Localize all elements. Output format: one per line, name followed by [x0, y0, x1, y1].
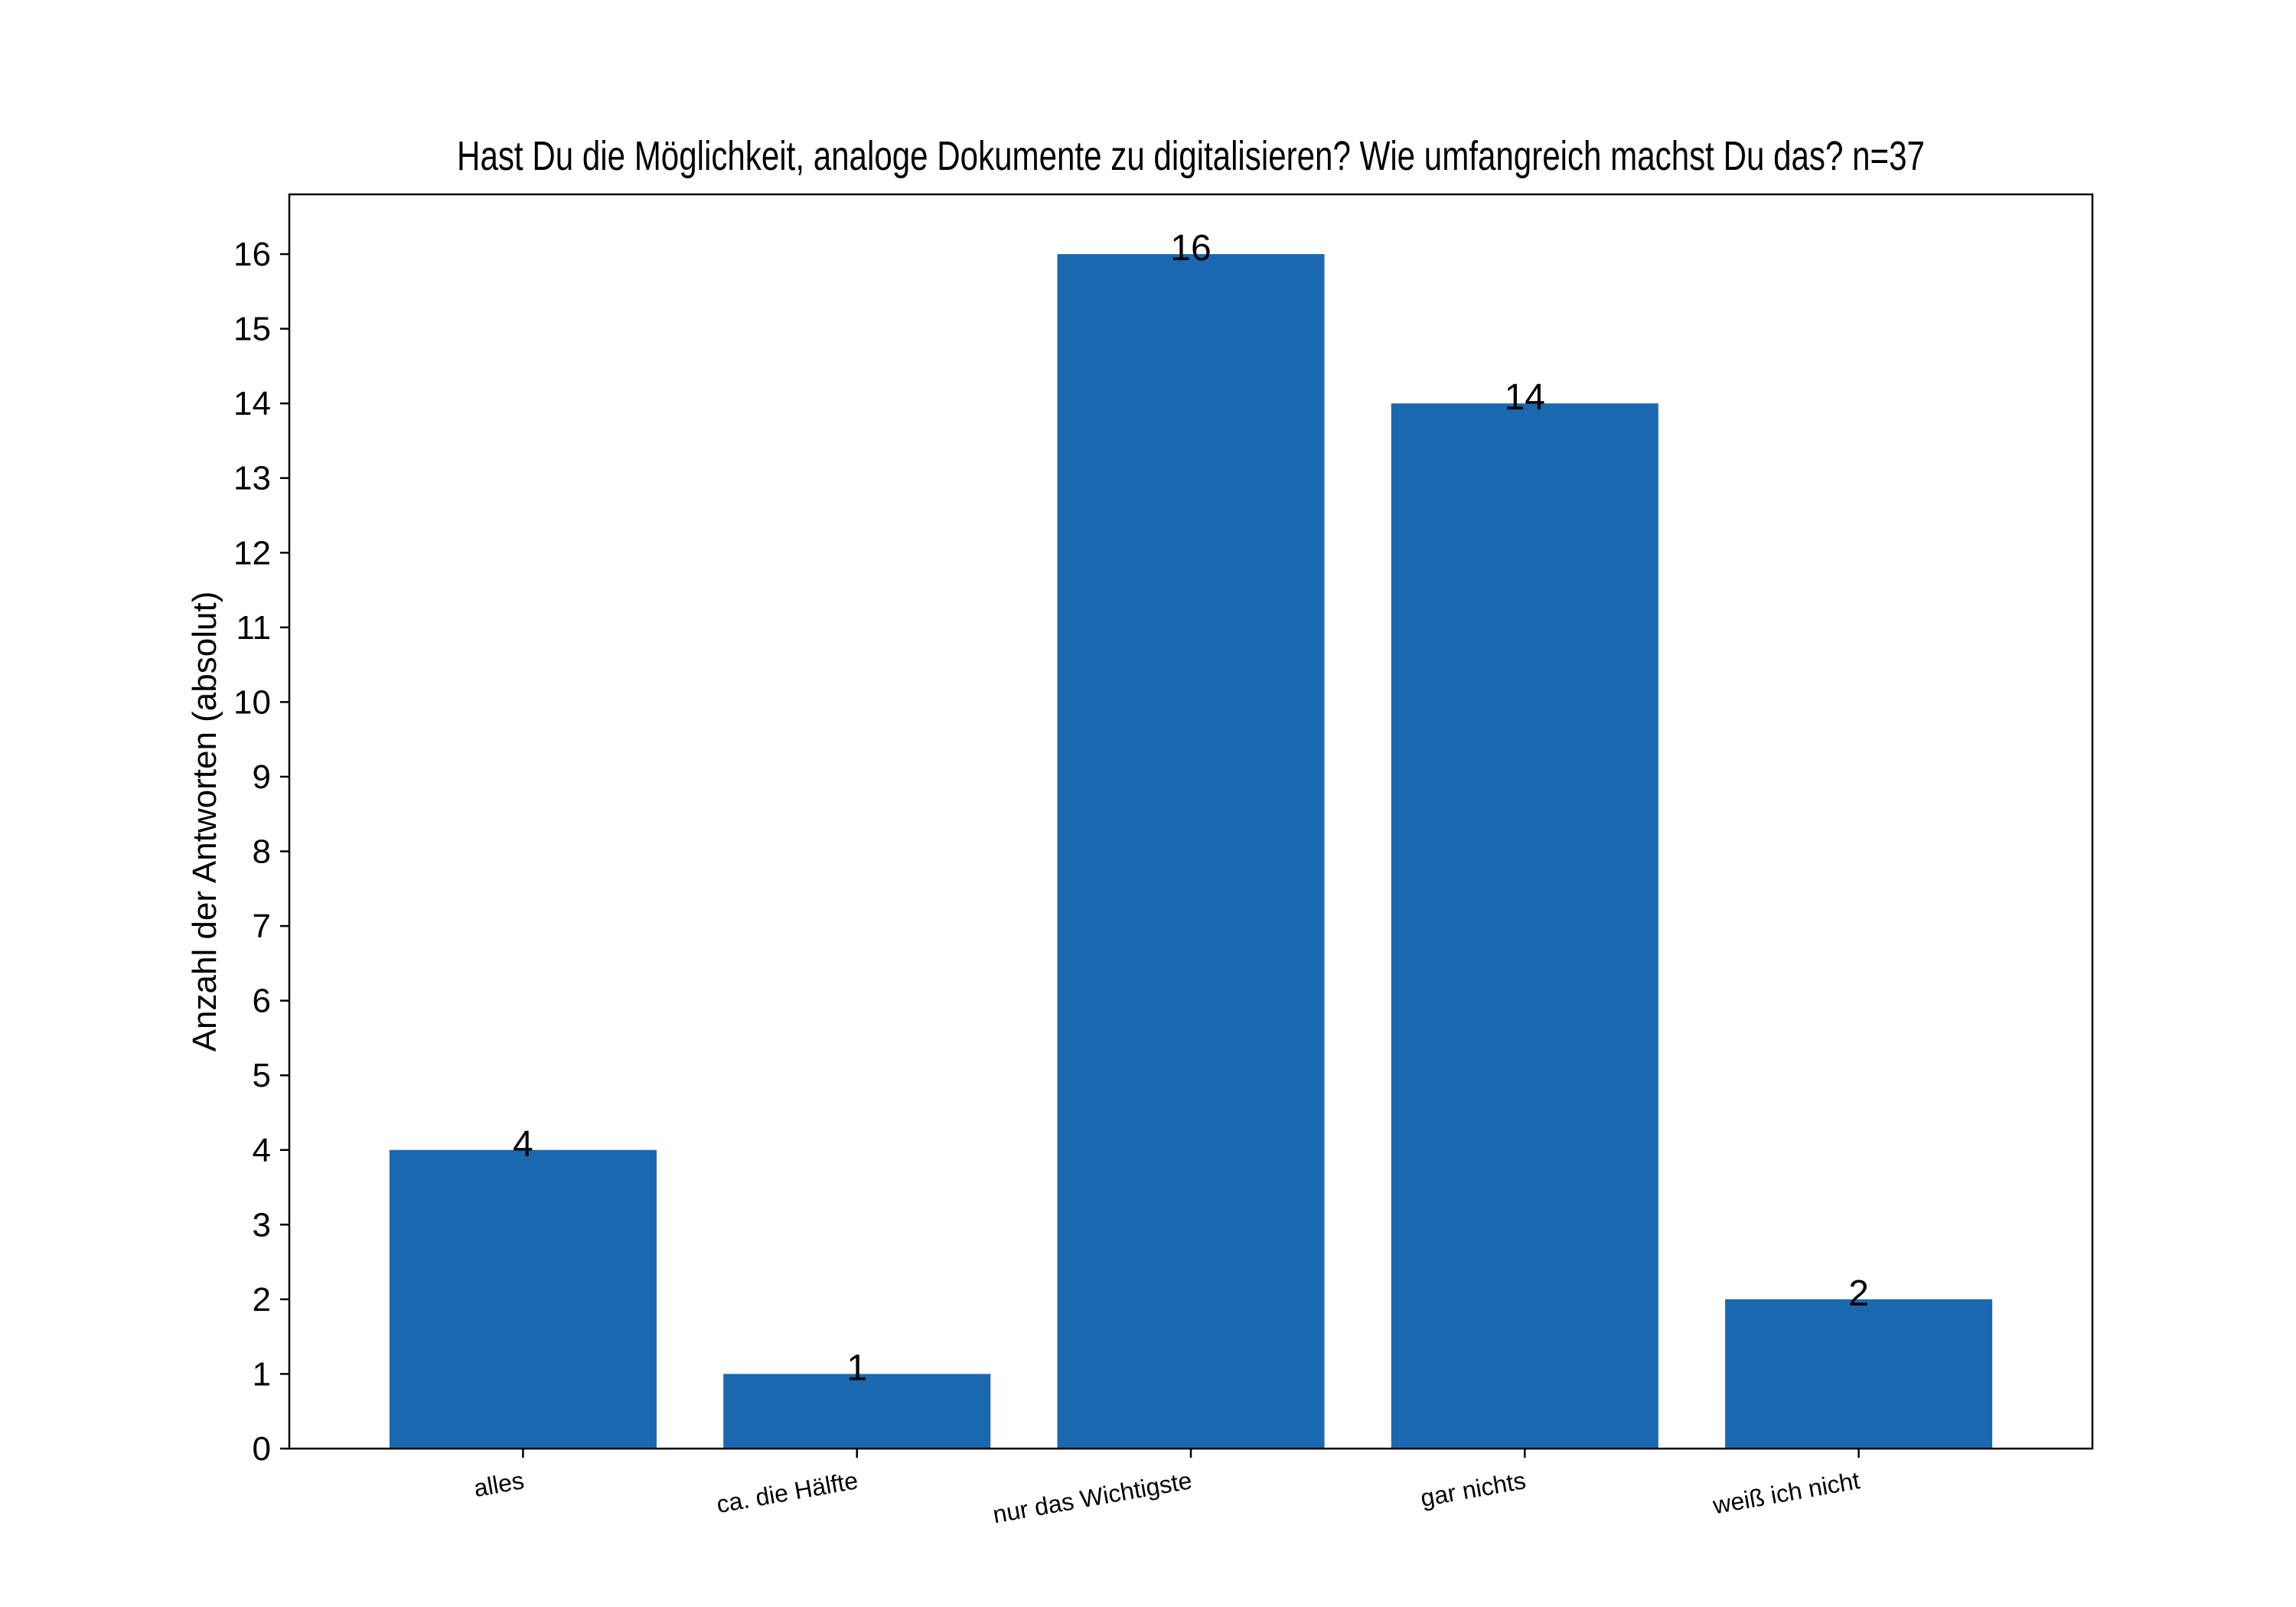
- bars-group: [389, 254, 1993, 1449]
- bar-2: [1057, 254, 1325, 1449]
- y-tick-label-9: 9: [253, 758, 271, 796]
- x-tick-label-1: ca. die Hälfte: [715, 1466, 860, 1518]
- bar-1: [723, 1374, 991, 1449]
- y-tick-label-5: 5: [253, 1057, 271, 1094]
- data-label-2: 16: [1170, 228, 1211, 269]
- y-tick-label-3: 3: [253, 1206, 271, 1244]
- y-tick-label-1: 1: [253, 1355, 271, 1393]
- x-axis-ticks: alles ca. die Hälfte nur das Wichtigste gar…: [471, 1449, 1862, 1528]
- data-label-0: 4: [513, 1124, 533, 1165]
- bar-4: [1725, 1299, 1993, 1449]
- y-tick-label-8: 8: [253, 833, 271, 871]
- y-tick-label-2: 2: [253, 1281, 271, 1319]
- y-tick-label-10: 10: [233, 683, 271, 721]
- plot-frame: [288, 193, 2094, 1450]
- y-tick-label-0: 0: [253, 1430, 271, 1468]
- y-tick-label-13: 13: [233, 460, 271, 497]
- x-tick-label-3: gar nichts: [1418, 1466, 1528, 1512]
- x-tick-label-4: weiß ich nicht: [1710, 1466, 1861, 1519]
- y-tick-label-15: 15: [233, 311, 271, 348]
- y-tick-label-12: 12: [233, 534, 271, 572]
- data-label-1: 1: [846, 1348, 867, 1388]
- data-label-4: 2: [1848, 1273, 1869, 1314]
- y-axis-label: Anzahl der Antworten (absolut): [186, 592, 223, 1052]
- bar-3: [1391, 403, 1658, 1449]
- bar-0: [389, 1149, 657, 1449]
- x-tick-label-2: nur das Wichtigste: [991, 1466, 1194, 1528]
- y-tick-label-7: 7: [253, 908, 271, 945]
- y-tick-label-14: 14: [233, 385, 271, 422]
- data-label-3: 14: [1505, 377, 1545, 418]
- chart-title: Hast Du die Möglichkeit, analoge Dokumen…: [457, 133, 1925, 179]
- y-tick-label-16: 16: [233, 236, 271, 273]
- data-labels-group: 4 1 16 14 2: [513, 228, 1869, 1388]
- y-tick-label-4: 4: [253, 1132, 271, 1169]
- x-tick-label-0: alles: [471, 1466, 526, 1502]
- y-tick-label-11: 11: [236, 609, 271, 647]
- y-tick-label-6: 6: [253, 983, 271, 1020]
